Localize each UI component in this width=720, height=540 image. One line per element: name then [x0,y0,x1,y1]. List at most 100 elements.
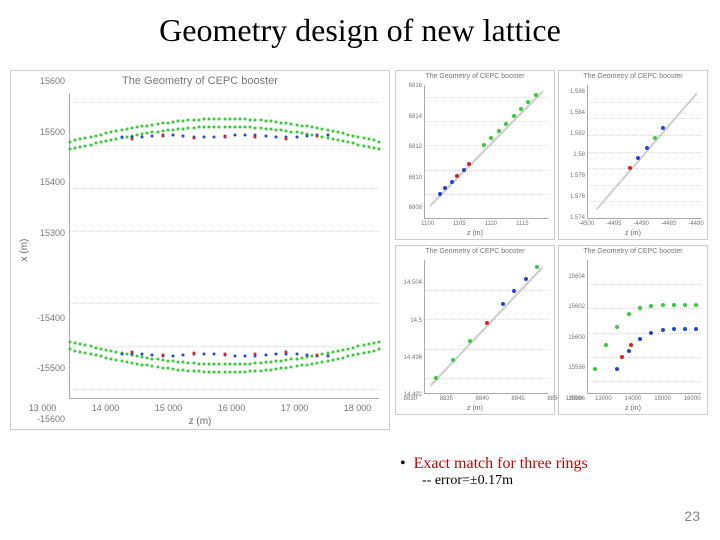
data-point [213,117,216,120]
data-point [172,133,175,136]
data-point [197,118,200,121]
data-point [341,348,344,351]
data-point [305,134,308,137]
data-point [110,357,113,360]
data-point [645,146,649,150]
data-point [156,122,159,125]
data-point [326,359,329,362]
data-point [649,331,653,335]
data-point [151,123,154,126]
data-point [89,353,92,356]
data-point [208,370,211,373]
data-point [269,120,272,123]
data-point [326,355,329,358]
data-point [202,118,205,121]
data-point [311,134,314,137]
chart-tr1: The Geometry of CEPC booster z (m) 68086… [395,70,555,240]
data-point [172,128,175,131]
data-point [197,370,200,373]
data-point [694,303,698,307]
data-point [512,114,516,118]
data-point [280,367,283,370]
data-point [125,128,128,131]
data-point [105,348,108,351]
data-point [69,140,72,143]
bullet-label: Exact match for three rings [414,455,588,472]
data-point [649,304,653,308]
data-point [208,125,211,128]
y-tick: 14.5 [410,318,422,324]
data-point [84,351,87,354]
data-point [99,141,102,144]
data-point [197,362,200,365]
data-point [141,353,144,356]
data-point [280,129,283,132]
data-point [362,344,365,347]
data-point [192,118,195,121]
data-point [280,359,283,362]
data-point [316,135,319,138]
chart-title: The Geometry of CEPC booster [425,73,524,80]
x-tick: 8830 [404,396,417,402]
data-point [489,136,493,140]
data-point [336,131,339,134]
x-axis-label: z (m) [467,230,483,237]
data-point [254,135,257,138]
data-point [275,368,278,371]
data-point [604,343,608,347]
data-point [166,129,169,132]
chart-title: The Geometry of CEPC booster [583,73,682,80]
data-point [341,132,344,135]
data-point [238,125,241,128]
data-point [161,353,164,356]
data-point [264,353,267,356]
data-point [233,371,236,374]
data-point [69,340,72,343]
data-point [367,145,370,148]
data-point [89,345,92,348]
page-number: 23 [684,508,700,524]
data-point [125,352,128,355]
data-point [141,135,144,138]
y-tick: 15500 [40,127,65,137]
data-point [455,174,459,178]
data-point [295,131,298,134]
data-point [316,353,319,356]
data-point [372,139,375,142]
data-point [130,137,133,140]
data-point [627,312,631,316]
data-point [534,93,538,97]
data-point [146,364,149,367]
data-point [120,129,123,132]
data-point [182,134,185,137]
data-point [535,265,539,269]
data-point [352,142,355,145]
x-tick: 18 000 [344,403,372,413]
x-tick: 16 000 [218,403,246,413]
data-point [629,343,633,347]
data-point [300,356,303,359]
data-point [519,107,523,111]
data-point [451,358,455,362]
gridline [70,188,379,189]
x-tick: 8845 [511,396,524,402]
data-point [218,363,221,366]
data-point [208,118,211,121]
data-point [305,363,308,366]
data-point [300,124,303,127]
data-point [331,350,334,353]
data-point [151,354,154,357]
data-point [223,363,226,366]
data-point [321,360,324,363]
plot-region [587,85,701,219]
data-point [341,140,344,143]
data-point [130,361,133,364]
y-tick: 15598 [568,365,585,371]
data-point [105,132,108,135]
data-point [172,368,175,371]
x-tick: 13000 [595,396,612,402]
data-point [341,356,344,359]
data-point [74,341,77,344]
x-tick: 1105 [453,221,466,227]
caption-sub: -- error=±0.17m [422,473,700,489]
